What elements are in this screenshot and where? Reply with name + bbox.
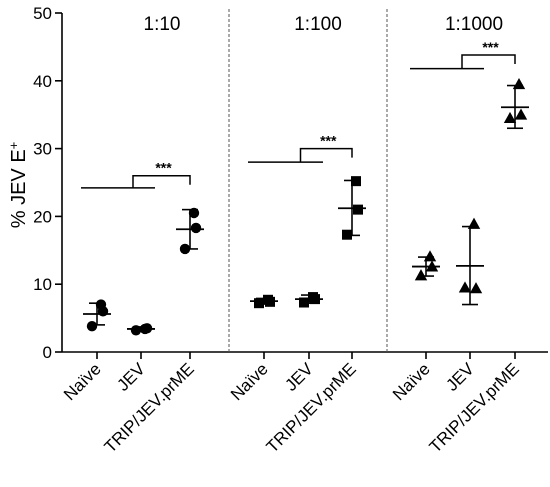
data-point <box>423 250 437 262</box>
data-point <box>458 281 472 293</box>
significance-bracket <box>248 147 353 163</box>
y-tick-label: 30 <box>33 140 52 159</box>
data-point <box>265 296 275 307</box>
y-tick-label: 50 <box>33 4 52 23</box>
data-point <box>179 243 191 255</box>
significance-label: *** <box>320 133 337 149</box>
x-tick-label: JEV <box>442 359 478 395</box>
data-point <box>469 282 483 294</box>
data-point <box>351 176 361 187</box>
data-point <box>310 294 320 305</box>
x-tick-label: JEV <box>281 359 317 395</box>
data-point <box>514 108 528 120</box>
axes: 0 10 20 30 40 50 <box>33 4 548 362</box>
y-tick-label: 20 <box>33 207 52 226</box>
y-tick-label: 10 <box>33 275 52 294</box>
data-point <box>190 222 202 234</box>
data-point <box>86 321 98 332</box>
significance-label: *** <box>482 39 499 55</box>
panel-title: 1:1000 <box>445 14 503 35</box>
data-point <box>512 77 526 90</box>
data-point <box>97 306 109 317</box>
data-point <box>503 111 517 124</box>
y-axis-title-main: % JEV E <box>8 149 30 228</box>
y-tick-label: 40 <box>33 72 52 91</box>
data-point <box>299 297 309 308</box>
data-point <box>188 207 200 219</box>
data-point <box>254 298 264 309</box>
data-point <box>414 269 428 281</box>
data-point <box>467 217 481 229</box>
significance-bracket <box>410 54 516 70</box>
y-axis-title-superscript: + <box>6 142 21 150</box>
data-point <box>353 204 363 215</box>
panel-title: 1:10 <box>144 14 181 35</box>
data-point <box>425 260 439 272</box>
panel-title: 1:100 <box>294 14 342 35</box>
data-point <box>141 323 153 334</box>
data-point <box>130 325 142 336</box>
significance-bracket <box>81 174 191 189</box>
significance-label: *** <box>155 160 172 176</box>
data-point <box>342 229 352 240</box>
x-tick-label: Naïve <box>60 359 105 404</box>
y-axis-label: % JEV E+ <box>6 142 30 229</box>
x-tick-label: Naïve <box>389 359 434 404</box>
x-tick-label: TRIP/JEV.prME <box>101 359 198 456</box>
x-tick-label: Naïve <box>227 359 272 404</box>
y-axis-title: % JEV E+ <box>6 142 30 229</box>
x-tick-label: JEV <box>113 359 149 395</box>
y-tick-label: 0 <box>43 343 52 362</box>
